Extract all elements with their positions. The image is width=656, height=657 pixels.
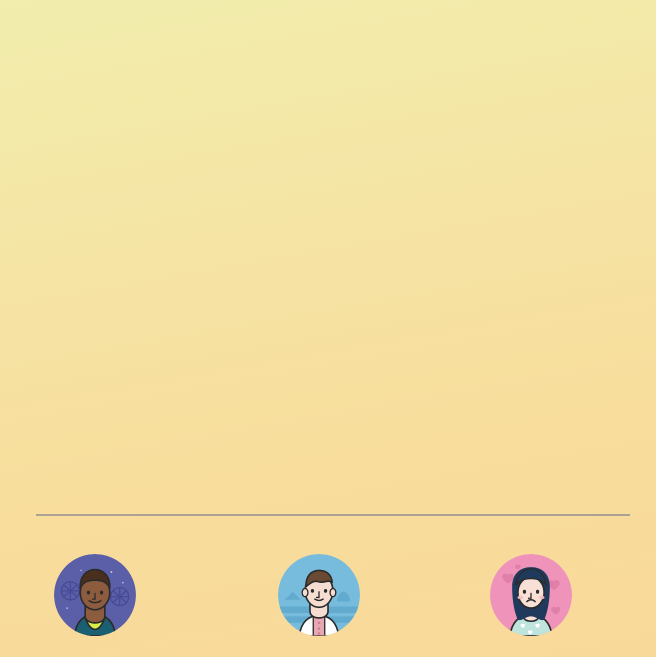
colorbar-segment-4 (343, 55, 372, 64)
colorbar-segment-5 (372, 55, 401, 64)
avatar-person-embroidered-shirt (278, 554, 360, 636)
colorbar-segment-1 (256, 55, 285, 64)
olympic-colorbar (256, 55, 401, 64)
timeline-axis (36, 514, 630, 516)
colorbar-segment-3 (314, 55, 343, 64)
avatar-person-hearts (490, 554, 572, 636)
colorbar-segment-2 (285, 55, 314, 64)
avatar-person-basketball (54, 554, 136, 636)
